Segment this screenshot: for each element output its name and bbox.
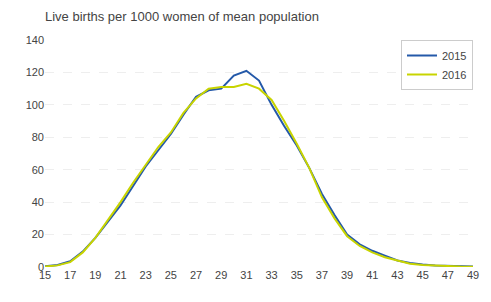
svg-text:2015: 2015 — [442, 50, 466, 62]
svg-text:120: 120 — [26, 66, 44, 78]
svg-text:20: 20 — [32, 228, 44, 240]
svg-text:21: 21 — [114, 269, 126, 281]
svg-text:100: 100 — [26, 99, 44, 111]
svg-text:31: 31 — [240, 269, 252, 281]
svg-text:39: 39 — [341, 269, 353, 281]
svg-text:47: 47 — [442, 269, 454, 281]
svg-text:60: 60 — [32, 164, 44, 176]
svg-text:0: 0 — [38, 261, 44, 273]
svg-text:2016: 2016 — [442, 69, 466, 81]
svg-text:43: 43 — [391, 269, 403, 281]
svg-text:27: 27 — [190, 269, 202, 281]
svg-text:45: 45 — [417, 269, 429, 281]
svg-text:29: 29 — [215, 269, 227, 281]
svg-text:40: 40 — [32, 196, 44, 208]
svg-text:19: 19 — [89, 269, 101, 281]
svg-text:15: 15 — [39, 269, 51, 281]
svg-text:37: 37 — [316, 269, 328, 281]
svg-text:23: 23 — [140, 269, 152, 281]
svg-text:140: 140 — [26, 34, 44, 46]
svg-text:41: 41 — [366, 269, 378, 281]
svg-text:25: 25 — [165, 269, 177, 281]
svg-text:33: 33 — [265, 269, 277, 281]
svg-text:49: 49 — [467, 269, 479, 281]
svg-text:17: 17 — [64, 269, 76, 281]
svg-text:Live births per 1000 women of: Live births per 1000 women of mean popul… — [45, 9, 319, 24]
svg-text:80: 80 — [32, 131, 44, 143]
svg-text:35: 35 — [291, 269, 303, 281]
